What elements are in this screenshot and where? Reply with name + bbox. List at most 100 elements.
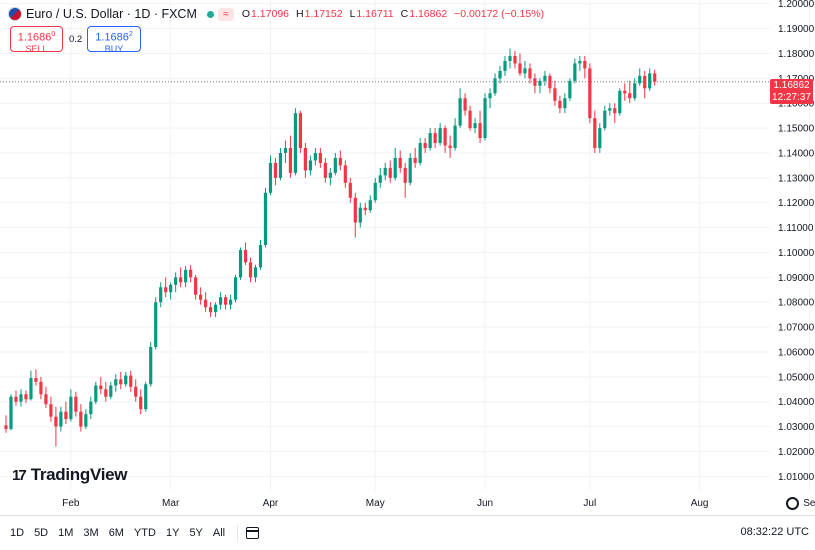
utc-clock[interactable]: 08:32:22 UTC xyxy=(740,526,809,538)
candle xyxy=(318,147,322,168)
candle-body xyxy=(318,152,322,163)
candle xyxy=(19,389,23,407)
range-1m[interactable]: 1M xyxy=(58,527,74,539)
y-tick-label: 1.13000 xyxy=(778,173,815,184)
candle xyxy=(253,264,258,283)
candle-body xyxy=(548,75,552,89)
range-5y[interactable]: 5Y xyxy=(189,527,203,539)
range-1y[interactable]: 1Y xyxy=(165,527,180,539)
candle xyxy=(548,73,552,94)
candle xyxy=(508,48,512,69)
candle xyxy=(298,110,303,153)
candle xyxy=(134,379,138,402)
x-tick-label: Feb xyxy=(62,498,80,509)
x-tick-label: Se xyxy=(803,498,815,509)
candle xyxy=(643,70,647,99)
candle xyxy=(588,63,592,124)
candle-body xyxy=(79,411,83,427)
candle-body xyxy=(34,378,38,382)
range-1d[interactable]: 1D xyxy=(10,527,25,539)
candle-body xyxy=(164,287,168,293)
candle-body xyxy=(104,389,108,397)
candle xyxy=(348,177,352,203)
high-label: H xyxy=(296,8,304,20)
candle xyxy=(248,257,253,283)
candle-body xyxy=(598,128,602,148)
gear-icon[interactable] xyxy=(786,497,799,510)
candle-body xyxy=(74,396,78,412)
candle xyxy=(478,110,482,144)
candle-body xyxy=(518,63,522,74)
time-axis[interactable]: Feb Mar Apr May Jun Jul Aug Se xyxy=(62,498,815,509)
candle xyxy=(363,202,367,216)
candle xyxy=(603,105,607,131)
candle-body xyxy=(273,162,278,178)
range-all[interactable]: All xyxy=(212,527,226,539)
market-open-dot-icon[interactable] xyxy=(206,10,214,18)
candle-body xyxy=(553,88,557,101)
y-tick-label: 1.10000 xyxy=(778,248,815,259)
candle xyxy=(608,103,612,116)
candle xyxy=(528,63,532,84)
candle-body xyxy=(348,182,352,198)
candle xyxy=(458,88,462,129)
candle-body xyxy=(44,394,48,405)
range-ytd[interactable]: YTD xyxy=(133,527,156,539)
candle-body xyxy=(568,80,572,99)
close-label: C xyxy=(400,8,409,20)
candle xyxy=(613,103,617,124)
candle xyxy=(124,371,128,387)
candle xyxy=(393,147,397,181)
buy-button[interactable]: 1.16862 BUY xyxy=(87,26,141,54)
y-tick-label: 1.01000 xyxy=(778,472,815,483)
sell-button[interactable]: 1.16860 SELL xyxy=(10,26,63,54)
y-tick-label: 1.16000 xyxy=(778,99,815,110)
tradingview-logo[interactable]: 17 TradingView xyxy=(12,465,128,485)
candle xyxy=(558,95,562,114)
candle xyxy=(119,371,123,390)
y-tick-label: 1.09000 xyxy=(778,273,815,284)
candle xyxy=(4,415,8,433)
symbol-header: Euro / U.S. Dollar · 1D · FXCM ≈ O 1.170… xyxy=(8,5,551,23)
candle xyxy=(498,65,502,84)
candle xyxy=(199,287,203,305)
candle xyxy=(473,118,477,134)
range-3m[interactable]: 3M xyxy=(83,527,99,539)
candle-body xyxy=(204,299,208,308)
x-tick-label: May xyxy=(366,498,385,509)
price-axis[interactable]: 1.200001.190001.180001.170001.160001.150… xyxy=(778,0,815,483)
candle xyxy=(368,195,372,213)
candle xyxy=(553,80,557,106)
candle-body xyxy=(378,175,382,183)
calendar-goto-icon[interactable] xyxy=(246,527,260,539)
candle xyxy=(44,386,48,408)
symbol-title[interactable]: Euro / U.S. Dollar · 1D · FXCM xyxy=(26,7,197,21)
buy-label: BUY xyxy=(104,43,124,54)
candle-body xyxy=(508,55,512,61)
candle-body xyxy=(283,147,288,153)
candle-body xyxy=(613,108,617,114)
candle-body xyxy=(19,394,23,402)
y-tick-label: 1.05000 xyxy=(778,372,815,383)
range-6m[interactable]: 6M xyxy=(108,527,124,539)
candle xyxy=(343,160,347,188)
range-5d[interactable]: 5D xyxy=(34,527,49,539)
candle xyxy=(593,110,597,153)
candle-body xyxy=(628,93,632,99)
candle-body xyxy=(253,267,258,278)
candle xyxy=(408,152,412,186)
y-tick-label: 1.06000 xyxy=(778,347,815,358)
wave-icon[interactable]: ≈ xyxy=(217,7,234,21)
candle xyxy=(578,55,582,71)
candle xyxy=(483,93,487,141)
candle-body xyxy=(24,394,28,400)
candle-body xyxy=(213,304,218,313)
open-label: O xyxy=(241,8,251,20)
candle xyxy=(453,118,457,151)
candle xyxy=(438,123,442,146)
candle xyxy=(14,390,18,406)
x-tick-label: Apr xyxy=(263,498,279,509)
candle xyxy=(144,381,148,412)
candle-body xyxy=(363,207,367,211)
